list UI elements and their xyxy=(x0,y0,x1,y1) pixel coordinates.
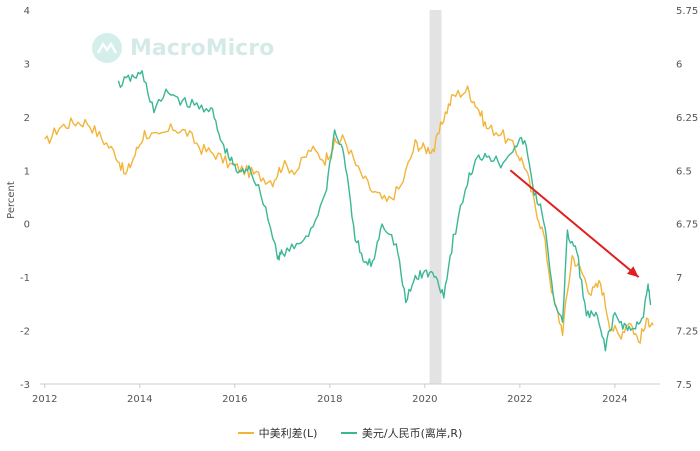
y-right-tick-label: 6 xyxy=(676,59,682,70)
legend-label-usdcnh: 美元/人民币(离岸,R) xyxy=(361,427,463,440)
x-tick-label: 2014 xyxy=(127,394,152,405)
macromicro-logo-icon xyxy=(92,33,122,63)
series-line-usdcnh xyxy=(117,70,652,352)
y-right-tick-label: 6.25 xyxy=(676,113,698,124)
y-right-tick-label: 7.25 xyxy=(676,327,698,338)
recession-band xyxy=(429,10,442,384)
legend: 中美利差(L) 美元/人民币(离岸,R) xyxy=(0,424,700,441)
x-tick-label: 2018 xyxy=(317,394,342,405)
y-left-tick-label: 0 xyxy=(24,220,30,231)
trend-arrow-line xyxy=(509,169,640,278)
legend-swatch-rate-spread xyxy=(237,432,254,434)
trend-arrow-head xyxy=(627,266,639,278)
watermark: MacroMicro xyxy=(92,33,274,63)
y-left-tick-label: 2 xyxy=(24,113,30,124)
annotation-layer xyxy=(509,169,640,278)
x-tick-label: 2016 xyxy=(222,394,247,405)
y-left-tick-label: -1 xyxy=(20,273,30,284)
recession-band-layer xyxy=(429,10,442,384)
x-tick-label: 2020 xyxy=(412,394,437,405)
y-left-tick-label: -3 xyxy=(20,380,30,391)
x-tick-label: 2024 xyxy=(602,394,627,405)
x-tick-label: 2012 xyxy=(32,394,57,405)
y-right-tick-label: 7.5 xyxy=(676,380,692,391)
watermark-text: MacroMicro xyxy=(130,35,275,61)
y-axis-label: Percent xyxy=(6,181,17,219)
y-right-tick-label: 7 xyxy=(676,273,682,284)
legend-item-usdcnh[interactable]: 美元/人民币(离岸,R) xyxy=(340,425,463,441)
series-layer xyxy=(44,70,654,352)
y-left-tick-label: 1 xyxy=(24,166,30,177)
legend-item-rate-spread[interactable]: 中美利差(L) xyxy=(237,425,318,441)
x-tick-label: 2022 xyxy=(507,394,532,405)
y-left-tick-label: 3 xyxy=(24,59,30,70)
y-left-tick-label: 4 xyxy=(24,6,30,17)
y-left-tick-label: -2 xyxy=(20,327,30,338)
y-right-tick-label: 6.5 xyxy=(676,166,692,177)
y-right-tick-label: 5.75 xyxy=(676,6,698,17)
legend-label-rate-spread: 中美利差(L) xyxy=(258,427,318,440)
y-right-tick-label: 6.75 xyxy=(676,220,698,231)
axes-layer: 2012 2014 2016 2018 2020 2022 2024 4 3 2 1 0 -1 -2 -3 5… xyxy=(20,6,698,405)
series-line-rate-spread xyxy=(44,85,654,344)
legend-swatch-usdcnh xyxy=(340,432,357,434)
